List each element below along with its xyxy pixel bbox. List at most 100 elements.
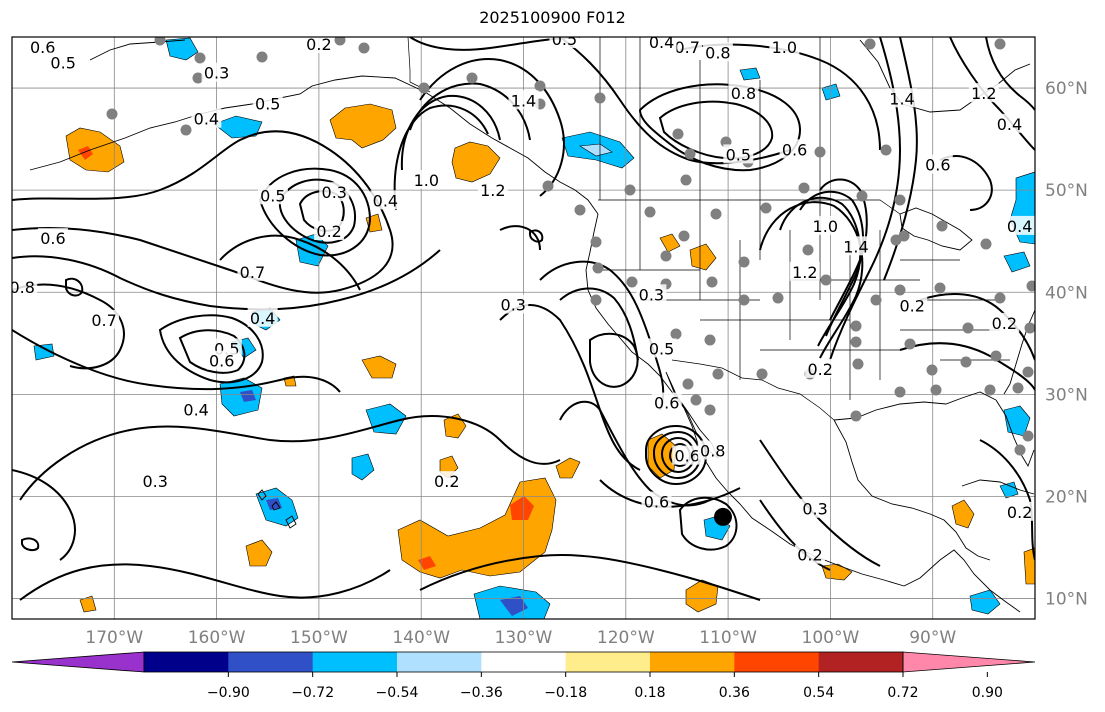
lon-label: 170°W [85,628,143,648]
contour-label: 0.6 [782,140,807,159]
contour-label-bg [431,471,462,491]
map-frame [11,36,1036,620]
contour-line [779,196,862,347]
contour-label: 0.5 [260,186,285,205]
contour-label-bg [247,307,278,327]
contour-label: 0.5 [255,94,280,113]
contour-label-bg [411,169,442,189]
station-dot [802,244,814,256]
colorbar-swatch [481,652,567,672]
contour-label-bg [27,37,58,57]
colorbar-swatch [312,652,398,672]
contour-label: 0.4 [250,309,275,328]
colorbar-outline [143,651,904,673]
orange-patch-south-1 [685,579,719,613]
colorbar-tick-label: −0.18 [544,685,587,701]
station-dot [850,320,862,332]
contour-label: 0.6 [209,352,234,371]
contour-line [559,400,711,507]
contour-line [985,37,1035,111]
orange-patch-bc-coast [451,141,501,183]
colorbar-swatch [397,652,482,672]
colorbar-tick-label: 0.18 [634,685,665,701]
station-dot [644,206,656,218]
contour-label-bg [779,139,810,159]
station-dot [624,184,636,196]
station-dot [864,38,876,50]
station-dot [852,358,864,370]
contour-label-bg [805,358,836,378]
contour-label-bg [636,284,667,304]
colorbar-ticks: −0.90 −0.72 −0.54 −0.36 −0.18 0.18 0.36 0.54 0.7… [207,672,1003,701]
contour-line [678,496,738,551]
contour-label-bg [672,445,703,465]
station-dot [772,292,784,304]
contour-line [949,37,1035,151]
station-dot [192,72,204,84]
station-dot [334,37,346,46]
station-dot [904,338,916,350]
contour-label-bg [789,261,820,281]
contour-label-bg [922,154,953,174]
contour-line [799,190,865,337]
coastline-alaska-south [29,75,599,215]
red-patch-central-pacific [510,496,534,520]
station-dot [850,410,862,422]
blue-patch-se-1 [999,481,1019,499]
station-dot [194,52,206,64]
contour-label-bg [1004,501,1035,521]
contour-label-bg [897,295,928,315]
station-dot [994,292,1006,304]
coastline-alaska-west [89,39,186,61]
contour-line [759,201,864,359]
contour-label: 0.6 [654,394,679,413]
contour-label: 0.4 [194,110,219,129]
contour-line [400,94,501,171]
contour-label: 1.4 [843,237,868,256]
lat-label: 60°N [1045,79,1088,99]
station-dot [894,386,906,398]
station-dot [1022,430,1034,442]
station-dot [680,174,692,186]
contour-label-bg [769,37,800,57]
contour-label-bg [549,37,580,49]
map-title: 2025100900 F012 [479,8,626,27]
colorbar-tick-label: −0.72 [291,685,334,701]
contour-label: 0.7 [240,263,265,282]
contour-line [499,304,641,471]
lat-label: 40°N [1045,283,1088,303]
contour-line [539,260,665,411]
blue-patch-pacific-3-core [240,390,256,402]
station-dot [1014,444,1026,456]
border-us-mexico [671,359,835,421]
orange-patch-gulf-alaska [329,103,397,149]
lat-label: 30°N [1045,385,1088,405]
contour-label-bg [508,90,539,110]
station-dot [990,350,1002,362]
longitude-axis: 170°W 160°W 150°W 140°W 130°W 120°W 110°… [85,628,956,648]
contour-label-bg [48,52,79,72]
contour-label: 0.6 [40,229,65,248]
contour-line [589,332,639,388]
contour-line [979,439,1035,561]
contour-line [419,553,761,601]
contour-label-bg [37,228,68,248]
contour-label: 0.3 [322,183,347,202]
contour-label-bg [994,113,1025,133]
colorbar-tick-label: 0.90 [972,685,1003,701]
contour-label-bg [1004,215,1035,235]
contour-label-bg [191,108,222,128]
contour-label: 0.4 [649,33,674,52]
colorbar-swatch [650,652,735,672]
station-dot [154,37,166,46]
contour-label: 0.7 [91,311,116,330]
contour-label-bg [257,185,288,205]
contour-label-bg [12,277,38,297]
station-dot [994,38,1006,50]
coastline-cuba [961,479,1035,495]
contour-line [759,499,831,571]
lon-label: 140°W [392,628,450,648]
coastline-gulf-north [833,391,997,421]
orange-patch-hawaii-1 [245,539,273,567]
colorbar-tick-label: −0.36 [460,685,503,701]
